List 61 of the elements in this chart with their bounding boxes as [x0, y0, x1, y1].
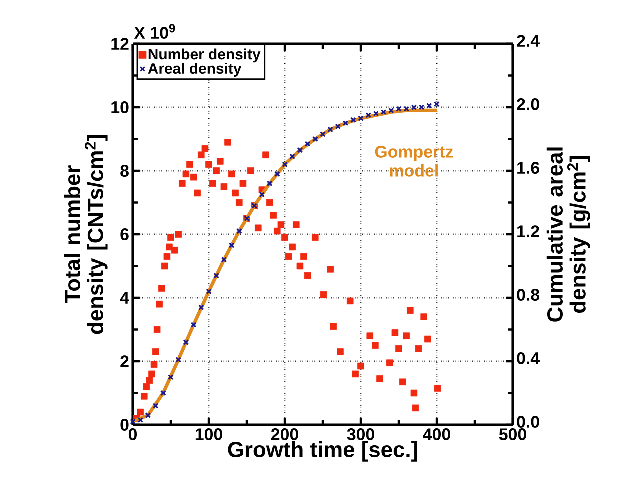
- x-tick-label: 200: [271, 428, 298, 441]
- y-tick-label: 2: [120, 356, 129, 368]
- point: [259, 192, 266, 198]
- point: [160, 390, 166, 396]
- point: [138, 417, 144, 424]
- point: [183, 340, 190, 346]
- point: [426, 102, 432, 109]
- x-tick-label: 400: [423, 428, 450, 441]
- point: [282, 162, 288, 168]
- text: X 10$^{9}$: [134, 24, 176, 39]
- point: [274, 171, 280, 178]
- y-tick-label: 8: [120, 165, 129, 177]
- point: [312, 136, 318, 142]
- point: [335, 124, 342, 130]
- y-tick-label: 4: [120, 292, 130, 304]
- point: [342, 120, 349, 126]
- y2-tick-label: 0.8: [517, 289, 540, 302]
- x-axis-title: Growth time [sec.]: [228, 441, 418, 462]
- point: [350, 117, 356, 124]
- y2-tick-label: 0.4: [517, 352, 540, 365]
- point: [190, 322, 197, 328]
- point: [320, 132, 326, 138]
- y-tick-label: 10: [112, 102, 129, 114]
- point: [304, 141, 311, 147]
- point: [198, 304, 204, 310]
- point: [206, 288, 212, 295]
- x-tick-label: 100: [196, 428, 222, 441]
- x-tick-label: 0: [128, 428, 138, 441]
- x-tick-label: 500: [499, 428, 526, 441]
- point: [366, 112, 372, 118]
- point: [266, 180, 273, 187]
- y-tick-label: 0: [120, 419, 129, 432]
- legend-label: Areal density: [148, 63, 242, 77]
- y2-tick-label: 2.0: [517, 98, 540, 111]
- point: [214, 272, 220, 279]
- point: [221, 256, 228, 263]
- point: [228, 242, 235, 249]
- point: [176, 356, 182, 363]
- legend-label: Number density: [148, 48, 261, 63]
- x-tick-label: 300: [347, 428, 374, 441]
- point: [297, 147, 304, 154]
- y2-tick-label: 2.4: [517, 35, 540, 47]
- point: [388, 108, 394, 114]
- point: [236, 228, 242, 234]
- y-tick-label: 12: [112, 38, 129, 50]
- y2-tick-label: 1.6: [518, 162, 540, 174]
- y2-tick-label: 1.2: [518, 226, 540, 238]
- point: [373, 110, 380, 117]
- y-axis-title: Total number density [CNTs/cm$^{2}$]: [64, 135, 108, 334]
- point: [290, 154, 296, 160]
- y-tick-label: 6: [120, 228, 129, 240]
- point: [152, 403, 159, 409]
- point: [380, 109, 387, 116]
- point: [145, 412, 152, 418]
- point: [358, 116, 364, 122]
- point: [168, 374, 174, 380]
- point: [434, 101, 440, 108]
- point: [130, 418, 136, 425]
- y2-tick-label: 0.0: [517, 416, 540, 428]
- point: [328, 126, 334, 133]
- series-label: Gompertz model: [375, 146, 454, 177]
